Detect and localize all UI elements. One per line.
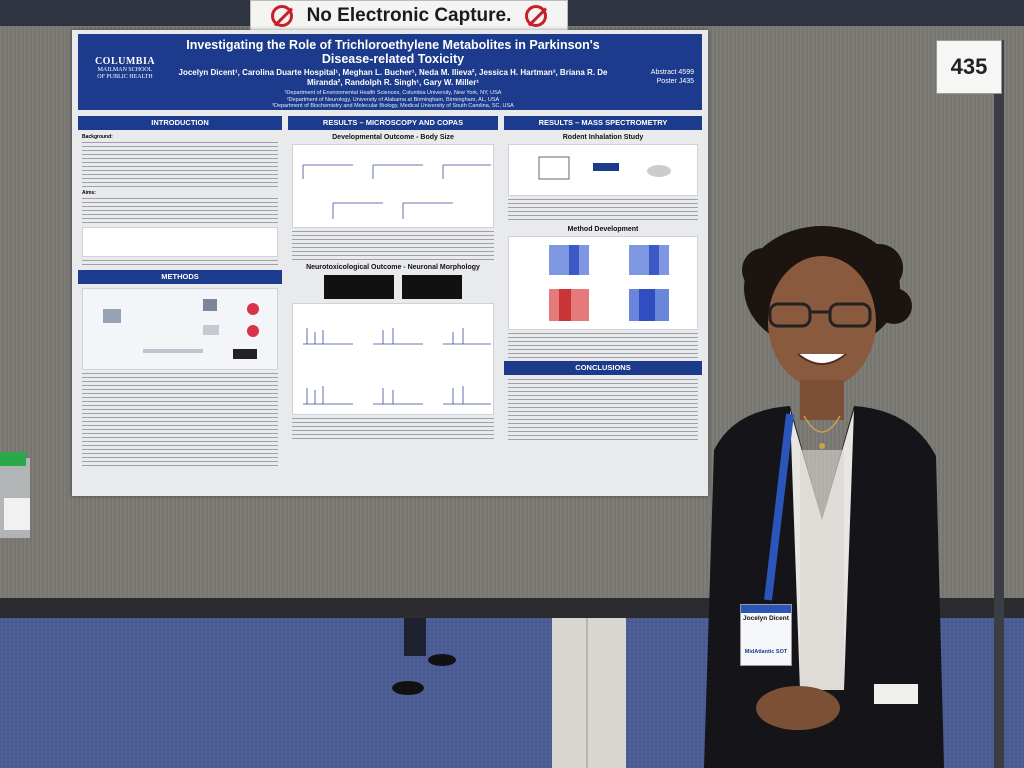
- poster-header: COLUMBIA MAILMAN SCHOOL OF PUBLIC HEALTH…: [78, 34, 702, 110]
- badge-org: MidAtlantic SOT: [744, 649, 788, 655]
- poster-col-1: INTRODUCTION Background: Aims: METHODS: [78, 116, 282, 488]
- affil-2: ²Department of Neurology, University of …: [286, 96, 500, 103]
- dev-subheading: Developmental Outcome - Body Size: [332, 134, 454, 141]
- affil-1: ¹Department of Environmental Health Scie…: [284, 90, 502, 96]
- neuron-image-1: [324, 275, 394, 299]
- methods-text: [82, 373, 278, 469]
- no-camera-icon: [270, 5, 293, 27]
- intro-heading: INTRODUCTION: [78, 116, 282, 130]
- neuron-plots: [292, 303, 494, 415]
- name-badge: Jocelyn Dicent MidAtlantic SOT: [740, 604, 792, 666]
- badge-name: Jocelyn Dicent: [743, 615, 789, 622]
- neuro-subheading: Neurotoxicological Outcome - Neuronal Mo…: [306, 264, 480, 271]
- badge-band: [741, 605, 791, 613]
- university-logo: COLUMBIA MAILMAN SCHOOL OF PUBLIC HEALTH: [86, 56, 164, 81]
- conclusions-heading: CONCLUSIONS: [504, 361, 702, 375]
- abstract-info: Abstract 4599 Poster J435: [651, 68, 694, 86]
- poster-col-3: RESULTS – MASS SPECTROMETRY Rodent Inhal…: [504, 116, 702, 488]
- heatmaps: [508, 236, 698, 330]
- poster-title: Investigating the Role of Trichloroethyl…: [186, 38, 600, 66]
- conclusions-text: [508, 379, 698, 443]
- neuron-caption: [292, 418, 494, 440]
- results-ms-heading: RESULTS – MASS SPECTROMETRY: [504, 116, 702, 130]
- rodent-figure: [508, 144, 698, 196]
- frame-pole: [994, 40, 1004, 768]
- rodent-caption: [508, 199, 698, 223]
- attendee-legs: [392, 618, 626, 768]
- intro-figure: [82, 227, 278, 257]
- logo-sub1: MAILMAN SCHOOL: [97, 67, 153, 73]
- methods-figure: [82, 288, 278, 370]
- abstract-number: Abstract 4599: [650, 69, 694, 76]
- presenter: [704, 226, 944, 768]
- neuron-images: [288, 275, 498, 299]
- sign-text: No Electronic Capture.: [306, 5, 512, 26]
- aims-text: [82, 198, 278, 224]
- body-size-plots: [292, 144, 494, 228]
- intro-text: [82, 142, 278, 188]
- poster-id: Poster J435: [656, 78, 694, 85]
- no-phone-icon: [525, 5, 548, 27]
- poster-col-2: RESULTS – MICROSCOPY AND COPAS Developme…: [288, 116, 498, 488]
- no-capture-sign: No Electronic Capture.: [250, 0, 568, 32]
- logo-sub2: OF PUBLIC HEALTH: [97, 74, 153, 80]
- affil-3: ³Department of Biochemistry and Molecula…: [272, 103, 514, 109]
- intro-background-label: Background:: [82, 134, 113, 140]
- body-size-caption: [292, 231, 494, 261]
- poster-affiliations: ¹Department of Environmental Health Scie…: [168, 90, 618, 110]
- methods-heading: METHODS: [78, 270, 282, 284]
- side-object: [0, 452, 30, 538]
- results-micro-heading: RESULTS – MICROSCOPY AND COPAS: [288, 116, 498, 130]
- intro-caption: [82, 260, 278, 268]
- neuron-image-2: [402, 275, 462, 299]
- research-poster: COLUMBIA MAILMAN SCHOOL OF PUBLIC HEALTH…: [72, 30, 708, 496]
- rodent-subheading: Rodent Inhalation Study: [562, 134, 644, 141]
- method-dev-subheading: Method Development: [567, 226, 639, 233]
- method-dev-caption: [508, 333, 698, 359]
- poster-authors: Jocelyn Dicent¹, Carolina Duarte Hospita…: [178, 68, 608, 87]
- booth-number: 435: [936, 40, 1002, 94]
- intro-aims-label: Aims:: [82, 190, 96, 196]
- logo-main: COLUMBIA: [94, 56, 156, 67]
